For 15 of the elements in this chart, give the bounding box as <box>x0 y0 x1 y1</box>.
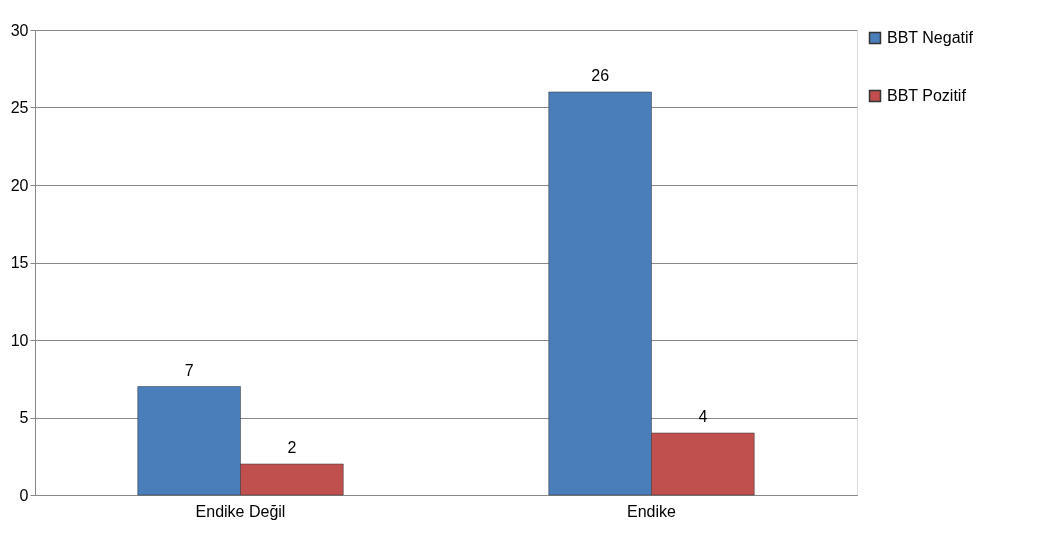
legend-label: BBT Negatif <box>887 29 974 46</box>
y-tick-label: 0 <box>19 486 29 504</box>
data-label: 2 <box>287 439 297 456</box>
y-tick-label: 25 <box>10 99 29 116</box>
data-label: 4 <box>698 408 708 425</box>
data-label: 26 <box>591 67 610 84</box>
y-tick-label: 10 <box>10 331 29 349</box>
y-tick-label: 20 <box>10 176 29 194</box>
x-tick-label: Endike <box>627 502 677 520</box>
x-tick-label: Endike Değil <box>195 502 286 520</box>
y-tick-label: 5 <box>19 409 29 426</box>
data-label: 7 <box>184 361 194 379</box>
legend-label: BBT Pozitif <box>887 87 967 104</box>
y-tick-label: 30 <box>10 21 29 39</box>
y-tick-label: 15 <box>10 254 29 271</box>
